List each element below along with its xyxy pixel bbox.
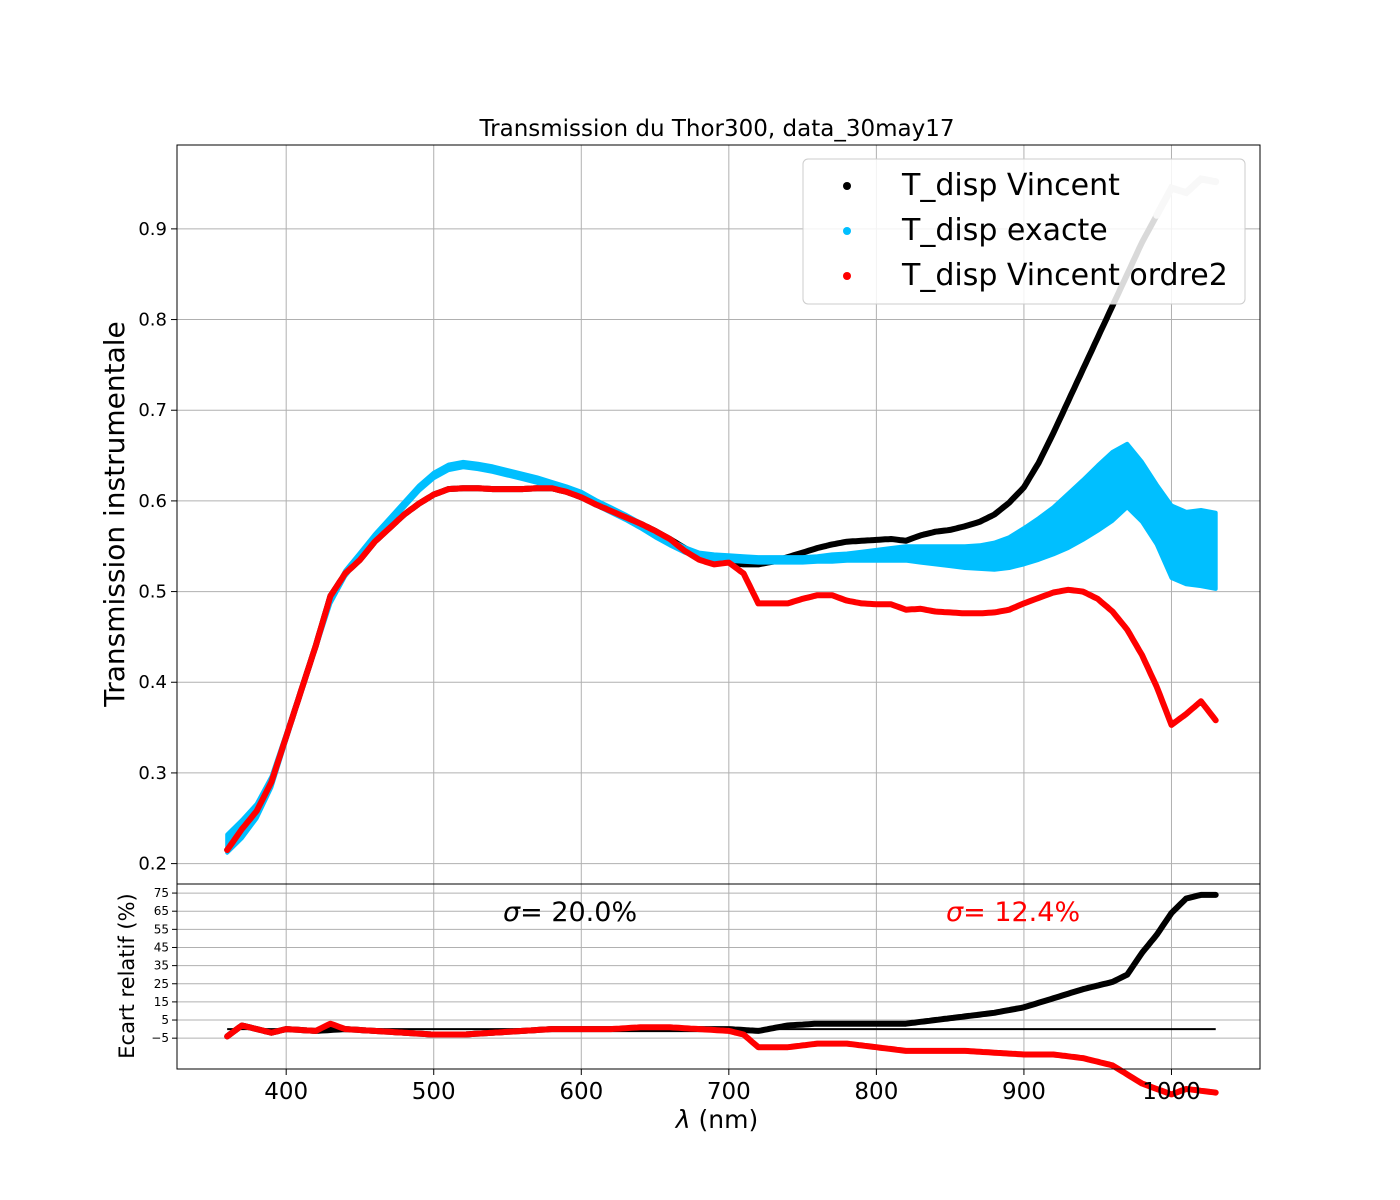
x-axis-label-symbol: λ — [674, 1105, 691, 1134]
bottom-y-tick-label-6: 55 — [154, 922, 169, 936]
bottom-y-tick-label-7: 65 — [154, 904, 169, 918]
x-tick-label-400: 400 — [264, 1079, 308, 1105]
legend-frame — [802, 158, 1246, 305]
top-y-tick-label-2: 0.4 — [138, 672, 167, 693]
sigma-symbol-red: σ — [946, 897, 964, 928]
series-ordre2-line — [224, 485, 1219, 853]
x-tick-label-600: 600 — [559, 1079, 603, 1105]
bottom-plot-data — [224, 891, 1219, 1098]
sigma-value-black: = 20.0% — [520, 897, 637, 928]
x-tick-label-800: 800 — [854, 1079, 898, 1105]
top-y-tick-label-4: 0.6 — [138, 491, 167, 512]
legend-label-exacte: T_disp exacte — [901, 213, 1108, 248]
legend-marker-ordre2 — [843, 272, 851, 280]
x-axis-ticks: 400 500 600 700 800 900 1000 — [264, 1069, 1201, 1105]
top-y-tick-label-7: 0.9 — [138, 219, 167, 240]
x-tick-label-700: 700 — [707, 1079, 751, 1105]
x-tick-label-500: 500 — [412, 1079, 456, 1105]
top-y-tick-label-5: 0.7 — [138, 400, 167, 421]
top-y-axis-label: Transmission instrumentale — [98, 321, 131, 708]
top-y-tick-label-3: 0.5 — [138, 582, 167, 603]
bottom-y-axis-label: Ecart relatif (%) — [115, 893, 139, 1059]
residual-ordre2-line — [224, 1020, 1219, 1098]
top-plot-data — [224, 175, 1220, 855]
x-tick-label-900: 900 — [1002, 1079, 1046, 1105]
bottom-plot-grid — [177, 884, 1260, 1069]
sigma-annotation-red: σ= 12.4% — [946, 897, 1080, 928]
legend-marker-vincent — [843, 182, 851, 190]
bottom-y-tick-label-5: 45 — [154, 940, 169, 954]
bottom-plot-frame — [176, 883, 1261, 1070]
legend: T_disp Vincent T_disp exacte T_disp Vinc… — [802, 158, 1246, 305]
sigma-value-red: = 12.4% — [963, 897, 1080, 928]
top-y-tick-label-0: 0.2 — [138, 854, 167, 875]
bottom-y-tick-label-8: 75 — [154, 886, 169, 900]
legend-marker-exacte — [843, 227, 851, 235]
x-axis-label-unit: (nm) — [699, 1105, 759, 1134]
sigma-annotation-black: σ= 20.0% — [503, 897, 637, 928]
legend-label-vincent: T_disp Vincent — [901, 168, 1120, 203]
x-axis-label: λ (nm) — [674, 1105, 758, 1134]
bottom-y-tick-label-3: 25 — [154, 977, 169, 991]
bottom-plot-y-ticks: −5 5 15 25 35 45 55 65 75 — [151, 886, 177, 1045]
bottom-y-tick-label-1: 5 — [161, 1013, 169, 1027]
chart-title: Transmission du Thor300, data_30may17 — [478, 116, 954, 142]
bottom-y-tick-label-4: 35 — [154, 959, 169, 973]
top-y-tick-label-6: 0.8 — [138, 310, 167, 331]
x-tick-label-1000: 1000 — [1142, 1079, 1201, 1105]
bottom-y-tick-label-0: −5 — [151, 1031, 169, 1045]
bottom-y-tick-label-2: 15 — [154, 995, 169, 1009]
legend-label-ordre2: T_disp Vincent ordre2 — [901, 258, 1228, 293]
sigma-symbol-black: σ — [503, 897, 521, 928]
top-y-tick-label-1: 0.3 — [138, 763, 167, 784]
top-plot-y-ticks: 0.2 0.3 0.4 0.5 0.6 0.7 0.8 0.9 — [138, 219, 177, 875]
